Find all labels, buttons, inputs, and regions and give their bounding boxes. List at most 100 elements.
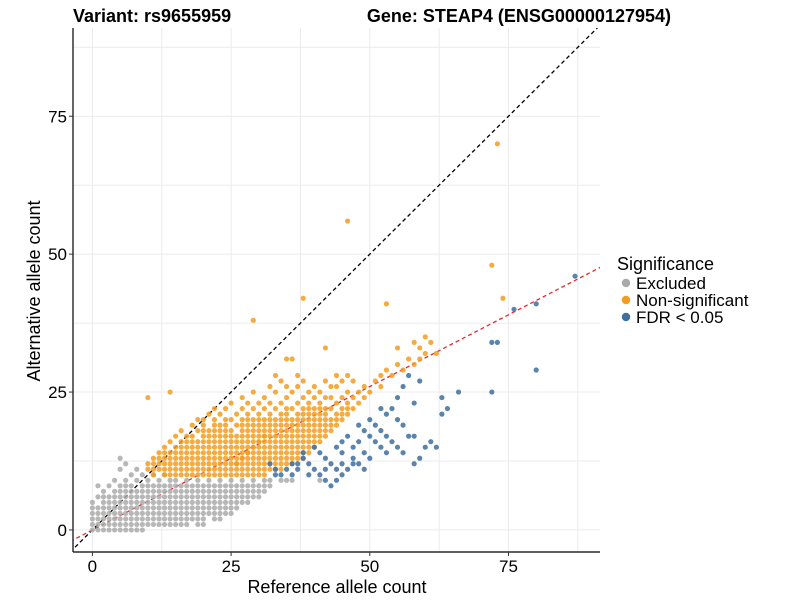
point-non-significant xyxy=(206,472,212,478)
point-non-significant xyxy=(211,428,218,434)
point-non-significant xyxy=(234,411,240,417)
point-non-significant xyxy=(217,466,223,472)
point-excluded xyxy=(184,516,190,522)
point-excluded xyxy=(173,499,179,505)
point-excluded xyxy=(117,499,123,505)
point-non-significant xyxy=(267,417,273,423)
point-non-significant xyxy=(211,455,218,461)
point-excluded xyxy=(189,499,195,505)
point-non-significant xyxy=(195,428,201,434)
point-non-significant xyxy=(339,417,345,423)
point-excluded xyxy=(167,499,173,505)
point-non-significant xyxy=(272,433,279,439)
point-excluded xyxy=(195,516,201,522)
point-excluded xyxy=(100,510,107,516)
point-non-significant xyxy=(283,428,290,434)
point-excluded xyxy=(139,510,145,516)
point-fdr-0-05 xyxy=(417,455,423,461)
point-fdr-0-05 xyxy=(455,389,462,395)
point-non-significant xyxy=(283,422,290,428)
point-excluded xyxy=(184,494,190,500)
point-excluded xyxy=(178,510,184,516)
point-excluded xyxy=(134,521,140,528)
point-excluded xyxy=(150,483,157,489)
point-non-significant xyxy=(272,455,279,461)
point-excluded xyxy=(245,494,251,500)
point-non-significant xyxy=(500,295,506,301)
point-non-significant xyxy=(339,394,345,401)
point-non-significant xyxy=(289,428,295,434)
point-non-significant xyxy=(195,439,201,445)
point-non-significant xyxy=(350,405,356,412)
point-excluded xyxy=(112,505,118,511)
point-excluded xyxy=(222,483,229,489)
point-non-significant xyxy=(222,444,229,450)
point-non-significant xyxy=(195,455,201,461)
point-fdr-0-05 xyxy=(322,455,329,461)
point-non-significant xyxy=(256,433,262,439)
point-excluded xyxy=(134,516,140,522)
y-tick-label: 50 xyxy=(48,245,67,264)
point-non-significant xyxy=(278,450,284,456)
point-excluded xyxy=(106,499,112,505)
point-fdr-0-05 xyxy=(350,444,356,450)
point-non-significant xyxy=(333,372,340,379)
point-non-significant xyxy=(283,450,290,456)
point-non-significant xyxy=(195,466,201,472)
point-excluded xyxy=(267,483,273,489)
point-excluded xyxy=(156,521,162,528)
point-non-significant xyxy=(256,422,262,428)
point-non-significant xyxy=(261,405,267,412)
point-excluded xyxy=(156,488,162,494)
point-fdr-0-05 xyxy=(411,461,417,467)
point-non-significant xyxy=(311,405,317,412)
point-excluded xyxy=(156,510,162,516)
point-excluded xyxy=(228,505,234,511)
point-excluded xyxy=(112,516,118,522)
point-excluded xyxy=(234,483,240,489)
point-non-significant xyxy=(206,466,212,472)
point-excluded xyxy=(123,527,129,533)
point-fdr-0-05 xyxy=(406,433,412,439)
point-non-significant xyxy=(206,461,212,467)
point-non-significant xyxy=(161,444,168,450)
point-excluded xyxy=(112,521,118,528)
point-excluded xyxy=(89,505,96,511)
point-excluded xyxy=(95,516,101,522)
point-non-significant xyxy=(245,450,251,456)
point-non-significant xyxy=(339,411,345,417)
point-excluded xyxy=(167,494,173,500)
point-fdr-0-05 xyxy=(361,466,367,472)
point-excluded xyxy=(123,477,129,483)
point-excluded xyxy=(283,477,290,483)
point-excluded xyxy=(150,516,157,522)
point-non-significant xyxy=(150,466,157,472)
point-non-significant xyxy=(267,422,273,428)
point-excluded xyxy=(117,483,123,489)
point-excluded xyxy=(261,483,267,489)
point-excluded xyxy=(100,516,107,522)
point-non-significant xyxy=(195,472,201,478)
point-non-significant xyxy=(178,455,184,461)
point-non-significant xyxy=(239,455,245,461)
point-excluded xyxy=(206,494,212,500)
point-fdr-0-05 xyxy=(339,450,345,456)
point-excluded xyxy=(134,499,140,505)
point-non-significant xyxy=(261,472,267,478)
point-non-significant xyxy=(222,433,229,439)
point-non-significant xyxy=(256,461,262,467)
point-non-significant xyxy=(272,439,279,445)
point-non-significant xyxy=(161,461,168,467)
point-excluded xyxy=(189,488,195,494)
point-excluded xyxy=(184,477,190,483)
point-non-significant xyxy=(250,428,256,434)
point-non-significant xyxy=(278,378,284,384)
point-non-significant xyxy=(256,400,262,406)
point-fdr-0-05 xyxy=(433,444,439,450)
point-non-significant xyxy=(250,317,256,323)
legend-label-fdr-0-05: FDR < 0.05 xyxy=(636,308,723,327)
point-excluded xyxy=(100,494,107,500)
point-fdr-0-05 xyxy=(489,389,495,395)
point-excluded xyxy=(100,521,107,528)
point-excluded xyxy=(217,499,223,505)
